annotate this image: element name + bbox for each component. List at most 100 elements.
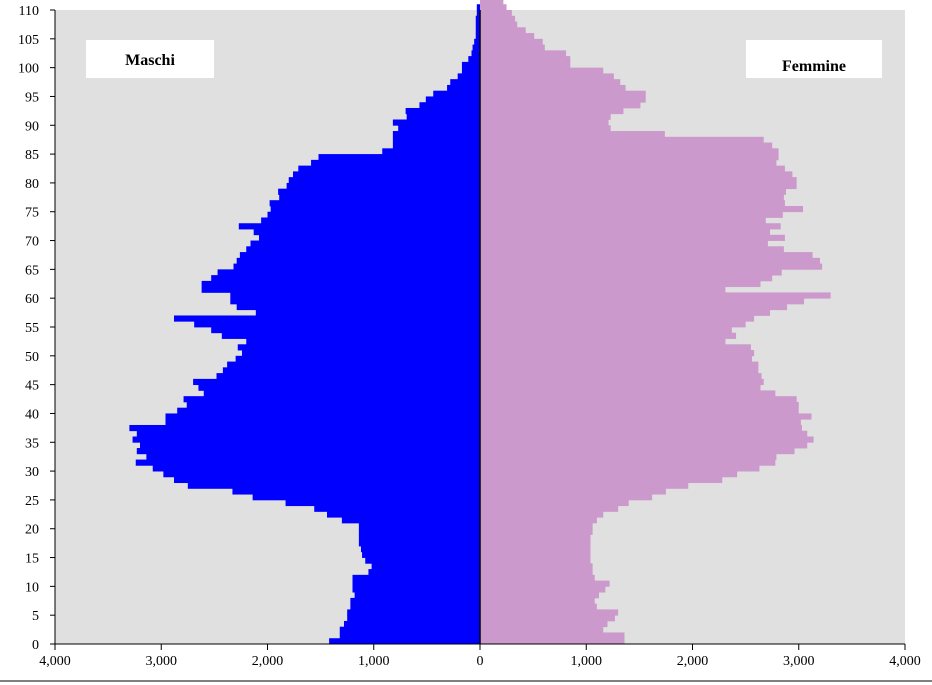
bar-female <box>480 73 614 79</box>
legend-femmine-label: Femmine <box>782 58 846 75</box>
bar-female <box>480 431 807 437</box>
bar-male <box>230 298 480 304</box>
bar-female <box>480 137 764 143</box>
bar-female <box>480 454 776 460</box>
bar-male <box>347 615 480 621</box>
bar-female <box>480 189 786 195</box>
y-tick-label: 30 <box>25 465 39 480</box>
bar-female <box>480 327 732 333</box>
bar-male <box>217 373 481 379</box>
bar-female <box>480 298 804 304</box>
bar-female <box>480 281 761 287</box>
bar-male <box>194 321 480 327</box>
bar-male <box>342 517 480 523</box>
bar-female <box>480 621 608 627</box>
legend-maschi-label: Maschi <box>125 52 175 69</box>
bar-female <box>480 511 603 517</box>
bar-male <box>223 367 480 373</box>
bar-female <box>480 419 801 425</box>
bar-female <box>480 269 782 275</box>
bar-female <box>480 396 797 402</box>
bar-female <box>480 379 764 385</box>
bar-male <box>327 511 480 517</box>
bar-male <box>340 632 480 638</box>
bar-female <box>480 448 795 454</box>
bar-male <box>251 241 481 247</box>
bar-female <box>480 460 775 466</box>
bar-male <box>198 385 480 391</box>
bar-male <box>473 45 480 51</box>
bar-female <box>480 477 722 483</box>
bar-female <box>480 33 534 39</box>
bar-male <box>256 310 480 316</box>
bar-male <box>140 442 480 448</box>
bar-female <box>480 56 570 62</box>
bar-male <box>426 96 480 102</box>
bar-female <box>480 367 758 373</box>
bar-male <box>293 171 480 177</box>
bar-male <box>202 287 480 293</box>
bar-female <box>480 310 770 316</box>
bar-female <box>480 275 772 281</box>
bar-female <box>480 471 737 477</box>
bar-male <box>278 189 480 195</box>
bar-male <box>368 569 480 575</box>
bar-female <box>480 615 615 621</box>
y-tick-label: 90 <box>25 119 39 134</box>
bar-female <box>480 27 526 33</box>
bar-male <box>474 39 480 45</box>
bar-male <box>458 73 480 79</box>
bar-male <box>340 627 480 633</box>
x-axis-ticks: 4,000 3,000 2,000 1,000 0 1,000 2,000 3,000 4,00… <box>39 644 921 669</box>
bar-male <box>311 160 480 166</box>
bar-female <box>480 362 758 368</box>
bar-male <box>222 333 480 339</box>
bar-female <box>480 229 770 235</box>
bar-male <box>468 56 480 62</box>
x-tick-label: 3,000 <box>146 654 178 669</box>
bar-female <box>480 558 591 564</box>
x-tick-label: 1,000 <box>358 654 390 669</box>
bar-female <box>480 632 625 638</box>
bar-female <box>480 246 784 252</box>
bar-female <box>480 540 591 546</box>
bar-male <box>136 460 480 466</box>
bar-male <box>237 258 480 264</box>
bar-female <box>480 517 597 523</box>
bar-female <box>480 4 507 10</box>
bar-male <box>353 581 481 587</box>
bar-female <box>480 120 609 126</box>
legend-maschi: Maschi <box>86 40 214 78</box>
bar-female <box>480 235 785 241</box>
bar-male <box>450 79 480 85</box>
bar-male <box>271 206 480 212</box>
bar-female <box>480 114 611 120</box>
y-tick-label: 100 <box>18 62 39 77</box>
bar-male <box>137 448 480 454</box>
bar-male <box>359 534 480 540</box>
x-tick-label: 3,000 <box>783 654 815 669</box>
bar-male <box>193 379 480 385</box>
bar-female <box>480 339 725 345</box>
bar-female <box>480 252 813 258</box>
bar-female <box>480 465 759 471</box>
bar-female <box>480 425 802 431</box>
bar-male <box>239 223 480 229</box>
bar-female <box>480 402 799 408</box>
bar-male <box>268 212 481 218</box>
bar-female <box>480 373 762 379</box>
bar-male <box>146 454 480 460</box>
bar-female <box>480 523 593 529</box>
y-tick-label: 50 <box>25 350 39 365</box>
bar-female <box>480 264 822 270</box>
x-tick-label: 1,000 <box>571 654 603 669</box>
bar-female <box>480 212 783 218</box>
bar-male <box>218 269 480 275</box>
bar-male <box>184 396 480 402</box>
bar-male <box>246 246 480 252</box>
bar-male <box>355 592 480 598</box>
bar-female <box>480 529 593 535</box>
bar-female <box>480 39 543 45</box>
bar-male <box>237 304 480 310</box>
